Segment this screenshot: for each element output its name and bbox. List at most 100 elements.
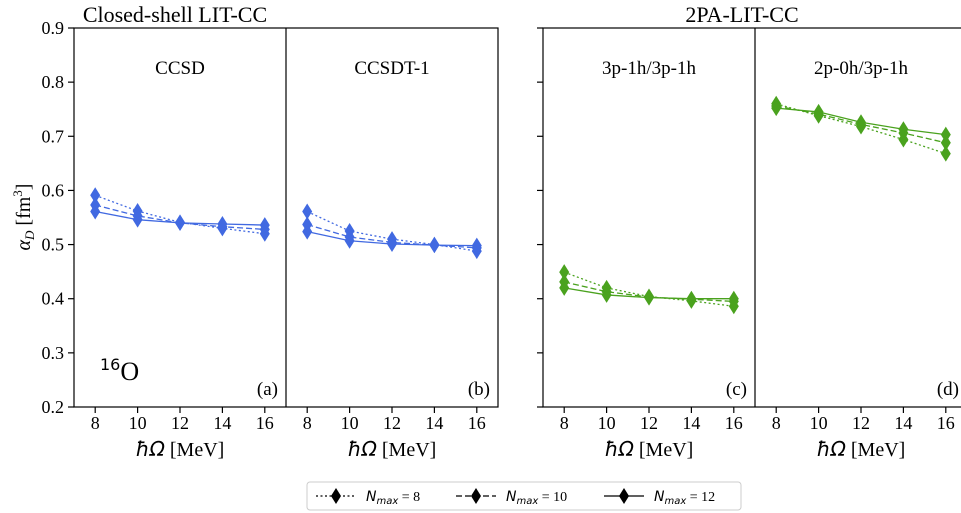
legend-label-sub: max (376, 496, 398, 507)
x-label-unit: [MeV] (846, 439, 905, 461)
legend-label-n: N (366, 489, 377, 505)
legend-label: Nmax = 12 (654, 489, 715, 507)
x-tick-label: 8 (303, 413, 312, 433)
legend-label-eq: = 8 (398, 490, 420, 505)
panel-label: (c) (726, 379, 747, 400)
x-tick-label: 12 (171, 413, 189, 433)
x-label-symbol: ħΩ (136, 437, 166, 461)
data-marker (132, 211, 143, 228)
series-line (563, 271, 734, 307)
legend-label-n: N (506, 489, 517, 505)
group-title-closed-shell: Closed-shell LIT-CC (83, 2, 267, 27)
x-tick-label: 12 (852, 413, 870, 433)
x-tick-label: 14 (425, 413, 443, 433)
x-tick-label: 16 (725, 413, 743, 433)
data-marker (344, 232, 355, 249)
panel-b: CCSDT-1 (b) 8 10 12 14 16 ħΩ [MeV] (302, 58, 490, 461)
data-marker (601, 286, 612, 303)
data-marker (175, 214, 185, 231)
y-tick-label: 0.6 (42, 180, 65, 200)
x-tick-label: 8 (91, 413, 100, 433)
y-tick-label: 0.2 (42, 397, 65, 417)
panel-title: CCSDT-1 (354, 58, 429, 79)
panel-c: 3p-1h/3p-1h (c) 8 10 12 14 16 ħΩ [MeV] (559, 58, 747, 461)
data-marker (90, 203, 101, 220)
panel-a: CCSD (a) 8 10 12 14 16 ħΩ [MeV] (90, 58, 278, 461)
x-label-unit: [MeV] (634, 439, 693, 461)
data-marker (940, 145, 951, 162)
data-marker (90, 187, 101, 204)
frame-right-group (542, 27, 961, 408)
panel-d: 2p-0h/3p-1h (d) 8 10 12 14 16 ħΩ [MeV] (771, 58, 959, 461)
x-label-unit: [MeV] (165, 439, 224, 461)
legend-label-n: N (654, 489, 665, 505)
group-title-2pa: 2PA-LIT-CC (685, 2, 798, 27)
x-axis-label: ħΩ [MeV] (136, 437, 225, 461)
data-marker (728, 290, 739, 307)
data-marker (686, 290, 697, 307)
data-marker (387, 236, 397, 253)
legend-marker (331, 488, 341, 504)
x-axis-label: ħΩ [MeV] (605, 437, 694, 461)
panel-title: 3p-1h/3p-1h (602, 58, 696, 79)
data-marker (940, 134, 951, 151)
data-marker (856, 114, 866, 131)
x-tick-label: 14 (682, 413, 700, 433)
legend: Nmax = 8 Nmax = 10 Nmax = 12 (306, 481, 742, 511)
data-marker (771, 100, 782, 117)
x-tick-label: 16 (937, 413, 955, 433)
y-label-unit-sup: 3 (10, 190, 25, 197)
nucleus-label: 16O (100, 355, 139, 386)
y-label-unit-close: ] (13, 184, 35, 191)
legend-label-eq: = 12 (686, 490, 715, 505)
legend-label-sub: max (516, 496, 538, 507)
y-label-sub: D (22, 230, 37, 241)
x-tick-label: 10 (341, 413, 359, 433)
x-tick-label: 10 (810, 413, 828, 433)
y-tick-label: 0.7 (42, 126, 65, 146)
y-tick-label: 0.9 (42, 18, 65, 38)
data-marker (898, 121, 909, 138)
panel-frames (73, 27, 961, 408)
data-marker (559, 279, 570, 296)
y-label-unit: [fm (13, 196, 35, 230)
legend-marker (619, 488, 629, 504)
x-tick-label: 8 (772, 413, 781, 433)
data-marker (559, 264, 570, 281)
legend-marker (471, 488, 481, 504)
y-tick-label: 0.5 (42, 235, 65, 255)
panel-label: (a) (257, 379, 278, 400)
y-axis-label: αD [fm3] (10, 184, 37, 251)
data-marker (429, 237, 440, 254)
panels: CCSD (a) 8 10 12 14 16 ħΩ [MeV] CCSDT-1 (b) 8 10 12 1… (90, 58, 959, 461)
legend-label: Nmax = 10 (506, 489, 567, 507)
y-tick-label: 0.8 (42, 72, 65, 92)
panel-label: (b) (468, 379, 490, 400)
x-label-unit: [MeV] (377, 439, 436, 461)
data-marker (471, 237, 482, 254)
x-tick-label: 12 (383, 413, 401, 433)
data-marker (813, 103, 824, 120)
x-axis-label: ħΩ [MeV] (817, 437, 906, 461)
data-marker (259, 217, 270, 234)
data-marker (217, 215, 228, 232)
x-tick-label: 16 (468, 413, 486, 433)
panel-label: (d) (937, 379, 959, 400)
panel-title: CCSD (155, 58, 205, 79)
nucleus-element: O (120, 357, 139, 386)
nucleus-mass: 16 (100, 355, 120, 374)
x-tick-label: 8 (560, 413, 569, 433)
panel-title: 2p-0h/3p-1h (814, 58, 908, 79)
x-label-symbol: ħΩ (817, 437, 847, 461)
y-label-alpha: α (13, 239, 35, 250)
data-marker (302, 223, 313, 240)
y-axis: 0.2 0.3 0.4 0.5 0.6 0.7 0.8 0.9 (42, 18, 74, 417)
x-tick-label: 14 (213, 413, 231, 433)
legend-label-sub: max (664, 496, 686, 507)
data-marker (644, 289, 654, 306)
legend-label-eq: = 10 (538, 490, 567, 505)
x-label-symbol: ħΩ (348, 437, 378, 461)
x-axis-label: ħΩ [MeV] (348, 437, 437, 461)
legend-box (306, 481, 742, 511)
